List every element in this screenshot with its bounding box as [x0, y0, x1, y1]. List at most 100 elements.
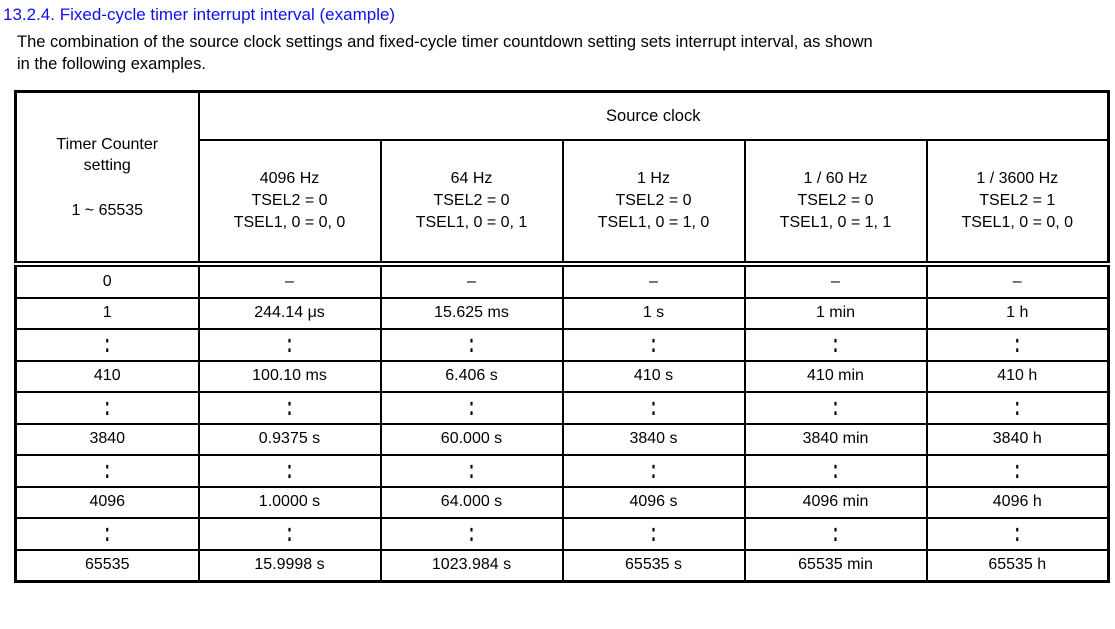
- interval-cell: 1023.984 s: [379, 548, 564, 583]
- column-header-64hz: 64 Hz TSEL2 = 0 TSEL1, 0 = 0, 1: [379, 139, 564, 267]
- column-freq-label: 1 / 3600 Hz: [976, 170, 1059, 187]
- interval-cell: :: [743, 328, 928, 362]
- column-header-1hz: 1 Hz TSEL2 = 0 TSEL1, 0 = 1, 0: [561, 139, 746, 267]
- table-row: 65535 15.9998 s 1023.984 s 65535 s 65535 min…: [14, 548, 1110, 583]
- interval-cell: 100.10 ms: [197, 359, 382, 393]
- interval-cell: :: [561, 328, 746, 362]
- interval-cell: :: [925, 517, 1110, 551]
- interval-cell: :: [379, 454, 564, 488]
- interval-cell: 3840 s: [561, 422, 746, 456]
- interval-cell: :: [925, 391, 1110, 425]
- column-header-1-3600hz: 1 / 3600 Hz TSEL2 = 1 TSEL1, 0 = 0, 0: [925, 139, 1110, 267]
- column-freq-label: 1 Hz: [637, 170, 670, 187]
- interval-cell: :: [379, 517, 564, 551]
- table-row: 4096 1.0000 s 64.000 s 4096 s 4096 min 4096 h: [14, 485, 1110, 519]
- section-heading: 13.2.4. Fixed-cycle timer interrupt inte…: [3, 5, 396, 24]
- interval-cell: –: [743, 263, 928, 299]
- table-row: 0– – – – –: [14, 263, 1110, 299]
- corner-header-cell: Timer Counter setting 1 ~ 65535: [14, 90, 200, 267]
- column-tsel10-label: TSEL1, 0 = 0, 0: [233, 214, 346, 231]
- interval-cell: :: [925, 328, 1110, 362]
- interval-cell: :: [743, 454, 928, 488]
- column-tsel2-label: TSEL2 = 0: [615, 192, 692, 209]
- interval-cell: 0.9375 s: [197, 422, 382, 456]
- interval-cell: 410 h: [925, 359, 1110, 393]
- timer-setting-cell: 410: [14, 359, 200, 393]
- interval-cell: 1.0000 s: [197, 485, 382, 519]
- timer-setting-cell: 4096: [14, 485, 200, 519]
- interval-cell: 1 h: [925, 296, 1110, 330]
- source-clock-header: Source clock: [197, 90, 1110, 141]
- interval-cell: :: [197, 517, 382, 551]
- column-freq-label: 64 Hz: [450, 170, 493, 187]
- timer-setting-cell: 1: [14, 296, 200, 330]
- interval-cell: 6.406 s: [379, 359, 564, 393]
- interval-cell: 410 min: [743, 359, 928, 393]
- timer-setting-cell: :: [14, 454, 200, 488]
- timer-setting-cell: :: [14, 328, 200, 362]
- interrupt-interval-table: Timer Counter setting 1 ~ 65535 Source c…: [14, 90, 1111, 583]
- timer-setting-cell: 65535: [14, 548, 200, 583]
- interval-cell: 4096 h: [925, 485, 1110, 519]
- timer-setting-cell: 3840: [14, 422, 200, 456]
- column-tsel2-label: TSEL2 = 0: [433, 192, 510, 209]
- timer-setting-cell: :: [14, 517, 200, 551]
- column-header-4096hz: 4096 Hz TSEL2 = 0 TSEL1, 0 = 0, 0: [197, 139, 382, 267]
- column-tsel10-label: TSEL1, 0 = 1, 0: [597, 214, 710, 231]
- interval-cell: 60.000 s: [379, 422, 564, 456]
- interval-cell: 15.625 ms: [379, 296, 564, 330]
- column-header-1-60hz: 1 / 60 Hz TSEL2 = 0 TSEL1, 0 = 1, 1: [743, 139, 928, 267]
- interval-cell: 65535 min: [743, 548, 928, 583]
- table-row: 3840 0.9375 s 60.000 s 3840 s 3840 min 3840 h: [14, 422, 1110, 456]
- timer-counter-range-label: 1 ~ 65535: [71, 201, 144, 219]
- interval-cell: :: [561, 391, 746, 425]
- ellipsis-row: ::::::: [14, 454, 1110, 488]
- interval-cell: 15.9998 s: [197, 548, 382, 583]
- timer-counter-setting-label: Timer Counter setting: [56, 135, 159, 174]
- interval-cell: :: [743, 517, 928, 551]
- intro-paragraph: The combination of the source clock sett…: [17, 31, 1115, 75]
- interval-cell: –: [925, 263, 1110, 299]
- column-tsel2-label: TSEL2 = 0: [797, 192, 874, 209]
- interval-cell: 64.000 s: [379, 485, 564, 519]
- interval-cell: :: [197, 391, 382, 425]
- column-freq-label: 4096 Hz: [259, 170, 320, 187]
- interval-cell: –: [197, 263, 382, 299]
- interval-cell: 4096 min: [743, 485, 928, 519]
- timer-setting-cell: 0: [14, 263, 200, 299]
- column-tsel10-label: TSEL1, 0 = 0, 0: [961, 214, 1074, 231]
- table-row: 410 100.10 ms 6.406 s 410 s 410 min 410 h: [14, 359, 1110, 393]
- interval-cell: :: [197, 454, 382, 488]
- interval-cell: :: [197, 328, 382, 362]
- interval-cell: :: [379, 391, 564, 425]
- ellipsis-row: ::::::: [14, 517, 1110, 551]
- column-tsel10-label: TSEL1, 0 = 0, 1: [415, 214, 528, 231]
- interval-cell: 1 min: [743, 296, 928, 330]
- interval-cell: –: [379, 263, 564, 299]
- timer-setting-cell: :: [14, 391, 200, 425]
- interval-cell: 3840 h: [925, 422, 1110, 456]
- interval-cell: :: [743, 391, 928, 425]
- interval-cell: :: [925, 454, 1110, 488]
- interval-cell: 65535 h: [925, 548, 1110, 583]
- interval-cell: 410 s: [561, 359, 746, 393]
- intro-line-2: in the following examples.: [17, 55, 206, 73]
- interval-cell: :: [561, 517, 746, 551]
- interval-cell: 244.14 μs: [197, 296, 382, 330]
- column-tsel2-label: TSEL2 = 0: [251, 192, 328, 209]
- interval-cell: 4096 s: [561, 485, 746, 519]
- interval-cell: :: [379, 328, 564, 362]
- interval-cell: –: [561, 263, 746, 299]
- ellipsis-row: ::::::: [14, 328, 1110, 362]
- column-header-row: 4096 Hz TSEL2 = 0 TSEL1, 0 = 0, 0 64 Hz …: [16, 139, 1110, 267]
- ellipsis-row: ::::::: [14, 391, 1110, 425]
- group-header-row: Timer Counter setting 1 ~ 65535 Source c…: [14, 90, 1110, 267]
- interval-cell: :: [561, 454, 746, 488]
- column-tsel2-label: TSEL2 = 1: [979, 192, 1056, 209]
- intro-line-1: The combination of the source clock sett…: [17, 33, 873, 51]
- interval-cell: 65535 s: [561, 548, 746, 583]
- column-freq-label: 1 / 60 Hz: [803, 170, 868, 187]
- interval-cell: 1 s: [561, 296, 746, 330]
